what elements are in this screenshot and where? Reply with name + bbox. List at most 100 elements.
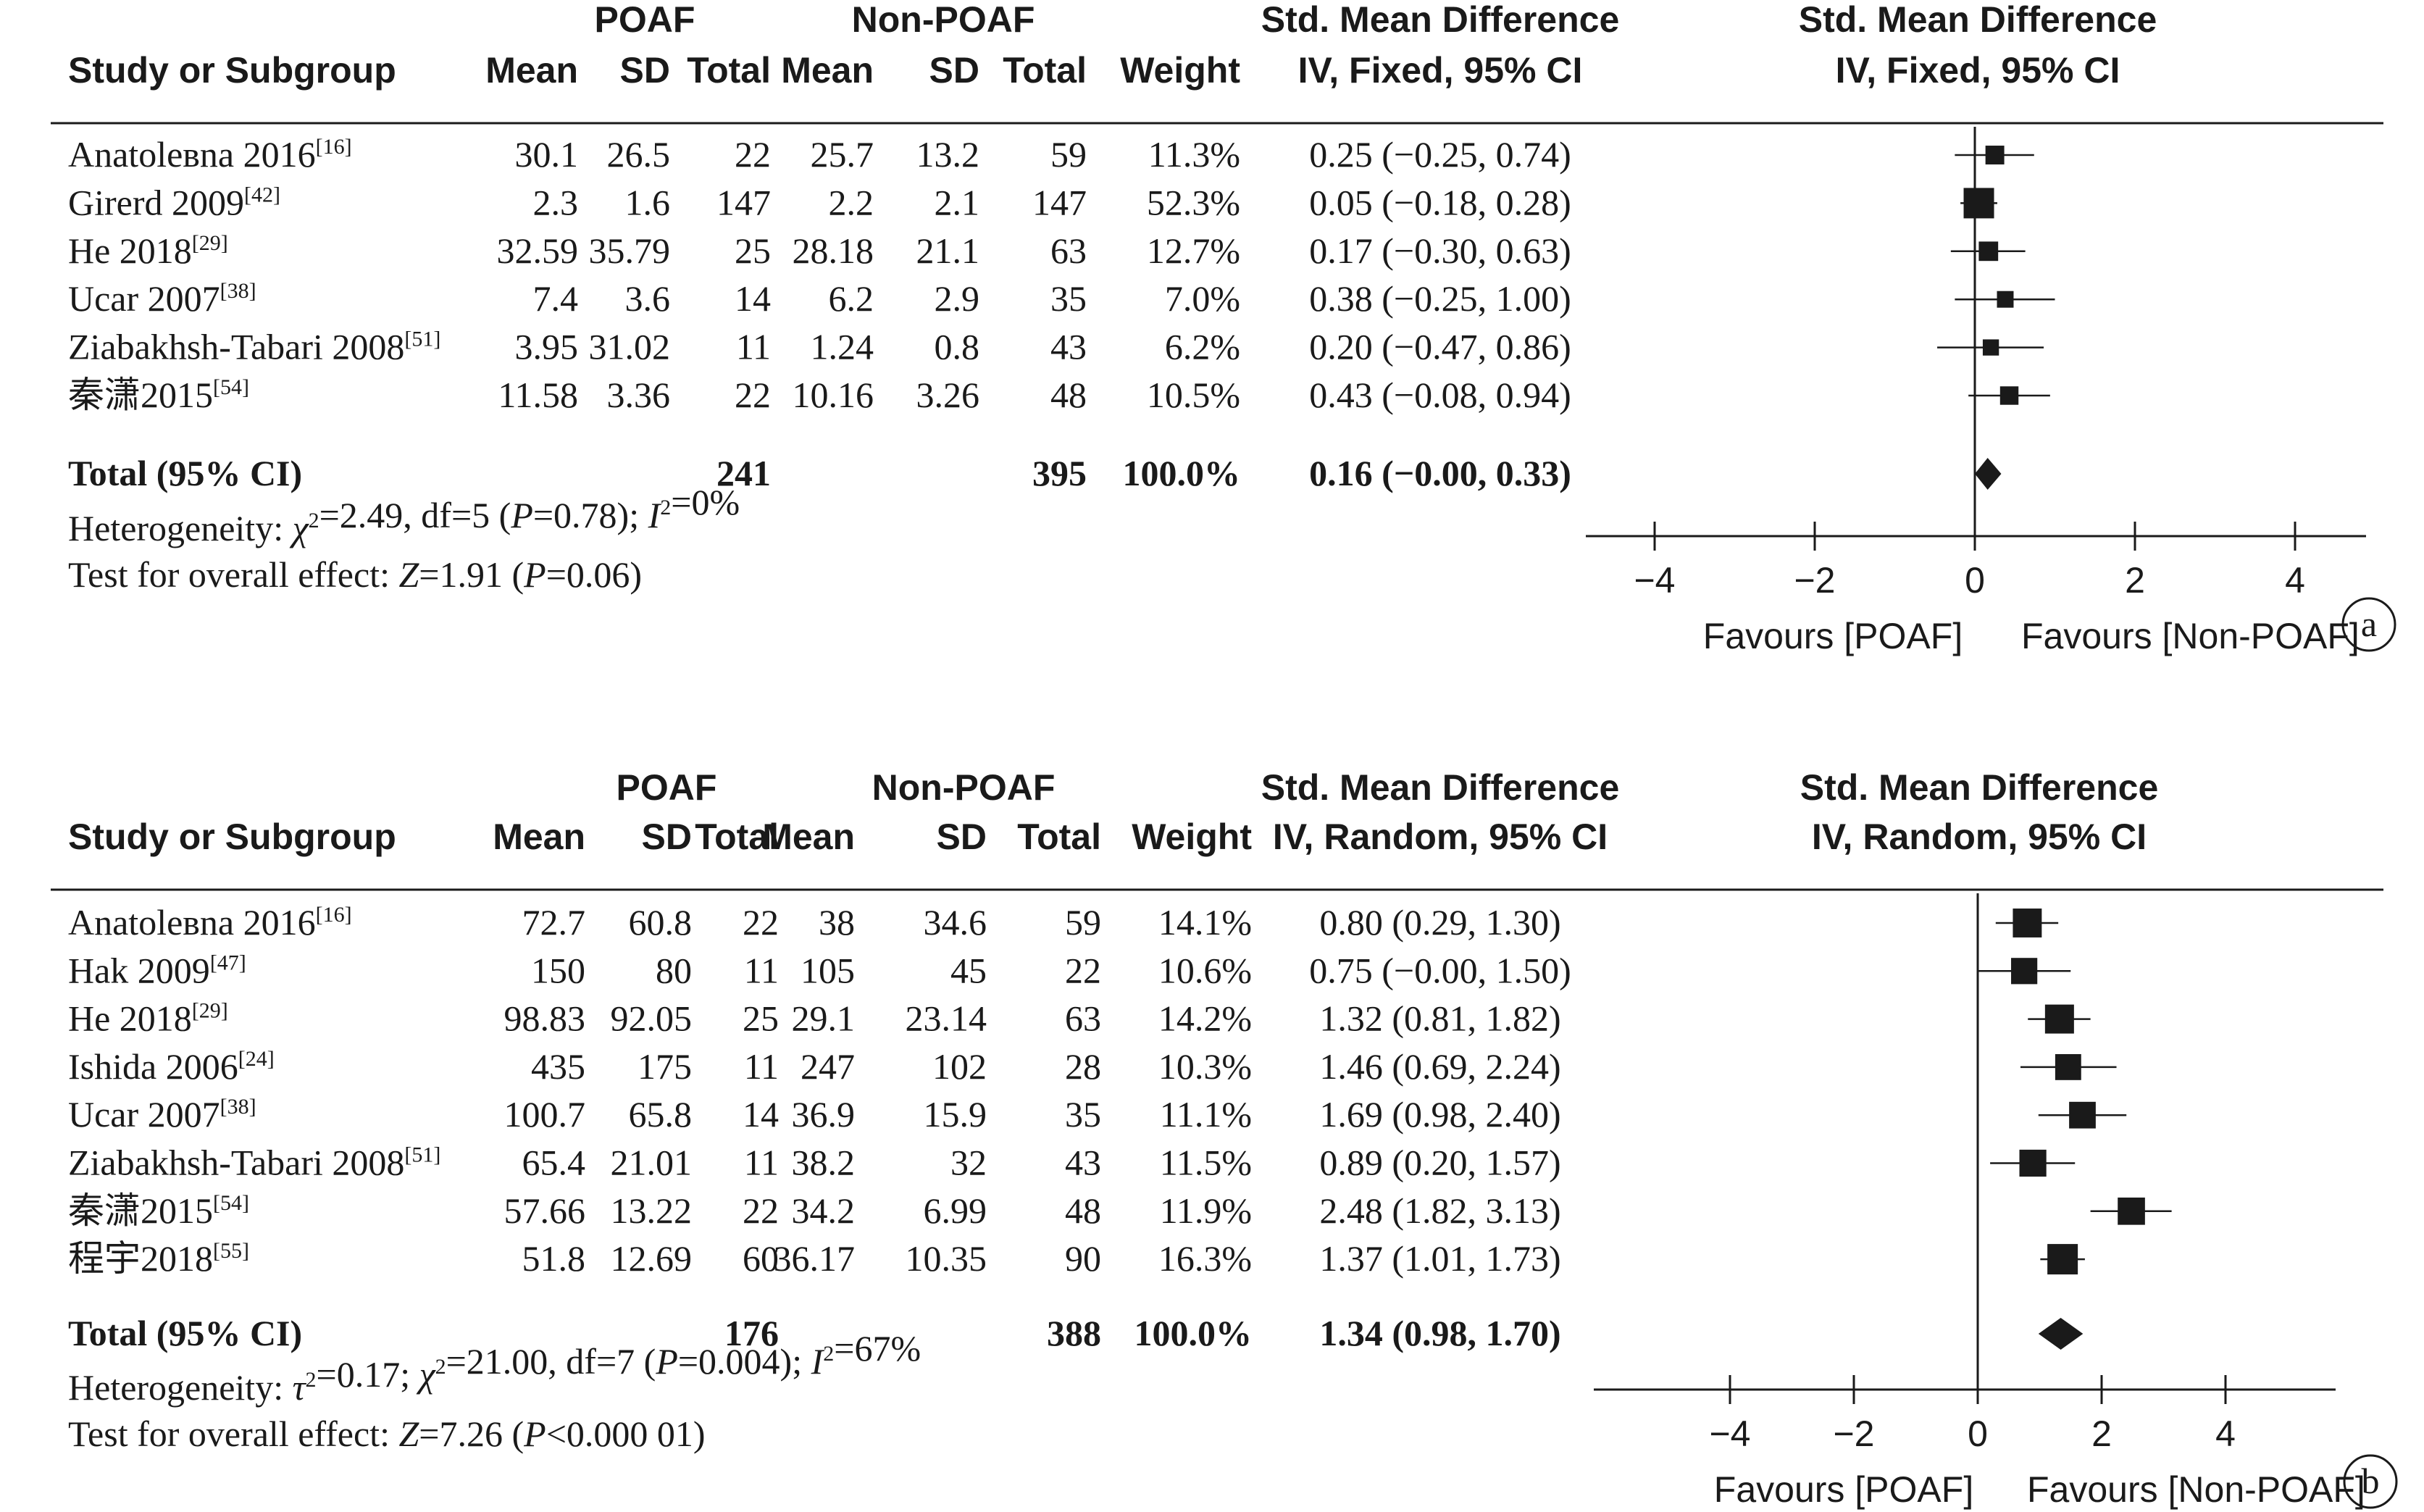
cell-mean-non-poaf: 28.18 <box>793 230 874 271</box>
cell-mean-non-poaf: 36.17 <box>774 1238 856 1279</box>
cell-weight: 6.2% <box>1165 327 1240 367</box>
column-header-ci: IV, Fixed, 95% CI <box>1298 50 1583 91</box>
cell-sd-non-poaf: 21.1 <box>916 230 980 271</box>
cell-mean-non-poaf: 247 <box>801 1046 855 1087</box>
column-header-total-non-poaf: Total <box>1017 816 1101 857</box>
total-count-poaf: 176 <box>724 1313 779 1353</box>
cell-ci: 1.32 (0.81, 1.82) <box>1319 998 1560 1039</box>
cell-weight: 7.0% <box>1165 278 1240 319</box>
cell-sd-poaf: 35.79 <box>589 230 671 271</box>
cell-mean-non-poaf: 10.16 <box>793 375 874 415</box>
column-header-sd-poaf: SD <box>620 50 670 91</box>
cell-sd-non-poaf: 10.35 <box>906 1238 987 1279</box>
x-tick-label: 4 <box>2285 560 2305 601</box>
point-estimate-square <box>2055 1053 2081 1080</box>
cell-weight: 11.1% <box>1160 1094 1252 1135</box>
column-header-study: Study or Subgroup <box>68 50 396 91</box>
overall-effect-text: Test for overall effect: Z=7.26 (P<0.000… <box>68 1413 706 1454</box>
cell-total-non-poaf: 63 <box>1065 998 1101 1039</box>
cell-sd-poaf: 175 <box>638 1046 692 1087</box>
column-header-weight: Weight <box>1132 816 1252 857</box>
total-ci: 0.16 (−0.00, 0.33) <box>1309 453 1571 493</box>
cell-ci: 0.38 (−0.25, 1.00) <box>1309 278 1571 319</box>
cell-sd-poaf: 65.8 <box>629 1094 693 1135</box>
cell-mean-poaf: 11.58 <box>498 375 578 415</box>
favours-left-label: Favours [POAF] <box>1703 616 1963 656</box>
cell-ci: 1.69 (0.98, 2.40) <box>1319 1094 1560 1135</box>
total-label: Total (95% CI) <box>68 453 302 493</box>
column-header-study: Study or Subgroup <box>68 816 396 857</box>
cell-total-poaf: 25 <box>735 230 771 271</box>
x-tick-label: −4 <box>1709 1413 1750 1454</box>
column-header-total-non-poaf: Total <box>1003 50 1087 91</box>
point-estimate-square <box>1978 241 1999 262</box>
cell-sd-non-poaf: 23.14 <box>906 998 987 1039</box>
forest-panel-b: POAF Non-POAF Std. Mean Difference Std. Mea… <box>51 767 2398 1510</box>
header-smd-plot: Std. Mean Difference <box>1800 767 2159 808</box>
cell-total-poaf: 11 <box>736 327 771 367</box>
cell-total-non-poaf: 43 <box>1065 1143 1101 1183</box>
study-name: Anatolевna 2016[16] <box>68 902 352 943</box>
panel-label: b <box>2362 1461 2380 1501</box>
forest-panel-a: POAF Non-POAF Std. Mean Difference Std. Mea… <box>51 0 2396 656</box>
cell-sd-poaf: 80 <box>656 950 692 990</box>
cell-mean-poaf: 32.59 <box>497 230 579 271</box>
cell-mean-poaf: 435 <box>531 1046 585 1087</box>
column-header-mean-poaf: Mean <box>493 816 585 857</box>
cell-weight: 10.3% <box>1158 1046 1252 1087</box>
cell-ci: 0.05 (−0.18, 0.28) <box>1309 182 1571 222</box>
cell-total-non-poaf: 48 <box>1050 375 1087 415</box>
cell-mean-poaf: 3.95 <box>515 327 579 367</box>
cell-weight: 10.6% <box>1158 950 1252 990</box>
cell-sd-poaf: 3.6 <box>625 278 671 319</box>
cell-weight: 14.2% <box>1158 998 1252 1039</box>
cell-mean-non-poaf: 34.2 <box>792 1190 856 1231</box>
header-smd-plot: Std. Mean Difference <box>1799 0 2157 40</box>
point-estimate-square <box>1999 386 2019 405</box>
point-estimate-square <box>2047 1244 2078 1275</box>
cell-total-poaf: 11 <box>744 1143 779 1183</box>
cell-ci: 0.89 (0.20, 1.57) <box>1319 1143 1560 1183</box>
study-name: Ziabakhsh-Tabari 2008[51] <box>68 327 440 367</box>
cell-mean-poaf: 30.1 <box>515 134 579 175</box>
header-smd-column: Std. Mean Difference <box>1261 767 1620 808</box>
cell-sd-non-poaf: 2.1 <box>935 182 980 222</box>
cell-sd-non-poaf: 2.9 <box>935 278 980 319</box>
cell-sd-non-poaf: 3.26 <box>916 375 980 415</box>
header-non-poaf: Non-POAF <box>852 0 1035 40</box>
cell-mean-non-poaf: 6.2 <box>829 278 874 319</box>
cell-total-non-poaf: 59 <box>1050 134 1087 175</box>
cell-ci: 2.48 (1.82, 3.13) <box>1319 1190 1560 1231</box>
point-estimate-square <box>1997 291 2014 308</box>
x-tick-label: 0 <box>1968 1413 1988 1454</box>
cell-total-poaf: 22 <box>743 902 779 943</box>
cell-total-non-poaf: 48 <box>1065 1190 1101 1231</box>
cell-mean-poaf: 65.4 <box>522 1143 586 1183</box>
panel-label-circle <box>2343 1454 2398 1509</box>
total-weight: 100.0% <box>1123 453 1241 493</box>
summary-diamond <box>2038 1318 2084 1350</box>
point-estimate-square <box>1982 339 1999 356</box>
cell-sd-non-poaf: 34.6 <box>924 902 987 943</box>
cell-ci: 0.43 (−0.08, 0.94) <box>1309 375 1571 415</box>
cell-sd-poaf: 92.05 <box>611 998 693 1039</box>
cell-ci: 0.75 (−0.00, 1.50) <box>1309 950 1571 990</box>
total-ci: 1.34 (0.98, 1.70) <box>1319 1313 1560 1353</box>
summary-diamond <box>1975 458 2002 490</box>
cell-mean-poaf: 100.7 <box>504 1094 586 1135</box>
cell-mean-non-poaf: 36.9 <box>792 1094 856 1135</box>
cell-total-non-poaf: 59 <box>1065 902 1101 943</box>
overall-effect-text: Test for overall effect: Z=1.91 (P=0.06) <box>68 554 642 595</box>
cell-total-non-poaf: 43 <box>1050 327 1087 367</box>
cell-mean-non-poaf: 38 <box>819 902 855 943</box>
study-name: 秦潇2015[54] <box>68 1190 249 1231</box>
cell-ci: 0.20 (−0.47, 0.86) <box>1309 327 1571 367</box>
total-count-non-poaf: 388 <box>1047 1313 1101 1353</box>
point-estimate-square <box>2013 909 2042 937</box>
cell-weight: 14.1% <box>1158 902 1252 943</box>
cell-sd-poaf: 12.69 <box>611 1238 693 1279</box>
x-tick-label: 2 <box>2091 1413 2112 1454</box>
cell-weight: 52.3% <box>1147 182 1240 222</box>
x-tick-label: −4 <box>1634 560 1675 601</box>
